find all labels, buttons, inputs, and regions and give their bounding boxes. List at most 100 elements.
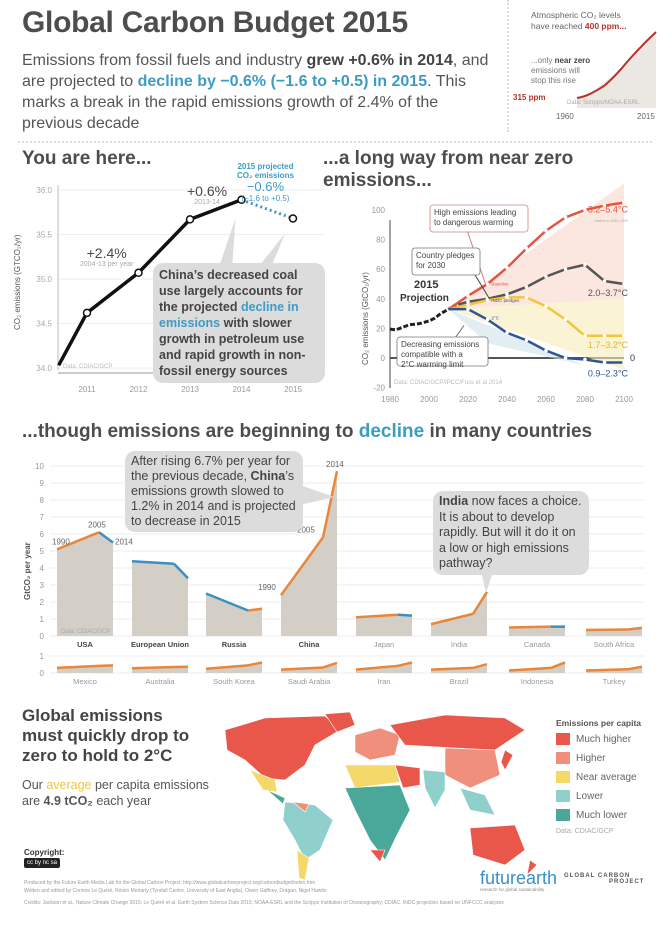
subtitle-decline: decline by −0.6% (−1.6 to +0.5) in 2015	[137, 73, 428, 90]
series-point	[544, 274, 548, 279]
legend-label: Near average	[576, 771, 637, 783]
series-line-indc-pledges	[457, 263, 625, 306]
map-region-india	[422, 769, 446, 809]
subtitle-text: , and are projected to	[22, 52, 489, 90]
scenario-label: 3.2–5.4°C	[588, 205, 629, 215]
country-label: South Korea	[213, 677, 256, 686]
co2-inset: Atmospheric CO₂ levels have reached 400 …	[507, 0, 660, 132]
footer-sources: Credits: Jackson et al., Nature Climate …	[24, 900, 504, 906]
x-tick-label: 2040	[498, 395, 516, 404]
tag-indc: INDC pledges	[491, 298, 520, 303]
zero-label: 0	[630, 353, 635, 363]
x-tick-label: 2000	[420, 395, 438, 404]
country-label: Brazil	[450, 677, 469, 686]
source: Data: CDIAC/GCP	[63, 364, 112, 370]
bubble-china: China	[250, 469, 286, 483]
legend-swatch	[556, 790, 570, 802]
inset-near-zero: near zero	[554, 56, 591, 65]
year-label: 1990	[258, 583, 276, 592]
series-point	[583, 208, 587, 212]
annotation-high-text: High emissions leading	[434, 208, 516, 217]
area-japan	[356, 614, 412, 636]
series-point	[505, 265, 509, 270]
map-region-south-africa	[369, 849, 386, 863]
country-label: European Union	[131, 640, 189, 649]
section-title-long-way: ...a long way from near zero emissions..…	[323, 148, 574, 191]
scenario-label: 0.9–2.3°C	[588, 368, 629, 378]
growth-decade-sub: 2004-13 per year	[80, 261, 134, 268]
legend-swatch	[556, 733, 570, 745]
y-axis-label: CO₂ emissions (GtCO₂/yr)	[361, 272, 370, 365]
title-decline: decline	[358, 421, 425, 442]
legend-swatch	[556, 752, 570, 764]
gcp-text: GLOBAL	[564, 873, 596, 879]
divider	[18, 141, 652, 143]
world-map	[224, 711, 538, 880]
scenario-fan-mid	[448, 298, 624, 370]
gcp-logo: GLOBAL CARBON PROJECT	[564, 873, 644, 885]
map-region-mexico	[249, 769, 278, 793]
inset-note: ...only near zero emissions will stop th…	[531, 56, 590, 86]
china-coal-bubble: China’s decreased coal use largely accou…	[153, 263, 325, 383]
trend-segment	[247, 607, 263, 612]
map-region-greenland	[324, 711, 356, 733]
x-tick-label: 2012	[130, 385, 148, 394]
trend-segment	[131, 559, 175, 565]
india-bubble: India now faces a choice. It is about to…	[433, 491, 589, 575]
map-region-africa	[344, 784, 411, 861]
inset-text: emissions will	[531, 66, 580, 75]
co2-line	[576, 31, 657, 99]
bubble-tail	[300, 485, 334, 505]
tag-2c: 2°C	[491, 316, 499, 321]
y-tick-label: 0	[381, 354, 386, 363]
footer-written: Written and edited by Corinne Le Quéré, …	[24, 888, 327, 894]
bubble-highlight: decline in emissions	[159, 300, 299, 330]
area-usa	[57, 532, 113, 636]
proj-range: (−1.6 to +0.5)	[241, 194, 290, 203]
trend-segment	[508, 625, 552, 629]
cc-license-icon[interactable]: cc by nc sa	[24, 858, 61, 868]
y-tick-label: 4	[40, 564, 45, 573]
y-tick-label: 1	[40, 615, 45, 624]
map-region-central-america	[266, 789, 286, 805]
map-region-russia	[389, 714, 526, 751]
annotation-high-text: to dangerous warming	[434, 218, 513, 227]
series-point	[466, 302, 470, 307]
co2-area	[577, 32, 656, 108]
legend-label: Higher	[576, 752, 606, 764]
trend-segment	[205, 592, 249, 612]
section-title-you-are-here: You are here...	[22, 148, 152, 169]
subtitle-text: Emissions from fossil fuels and industry	[22, 52, 307, 69]
annotation-decreasing	[396, 336, 489, 367]
futurearth-sub: research for global sustainability	[480, 887, 545, 892]
avg-text: each year	[92, 794, 152, 808]
bubble-text: ’s emissions growth slowed to 1.2% in 20…	[131, 469, 296, 528]
inset-text: have reached	[531, 21, 585, 31]
map-region-middle-east	[394, 764, 421, 789]
x-tick-label: 2080	[576, 395, 594, 404]
data-point	[134, 268, 143, 278]
trend-segment	[508, 666, 552, 672]
series-point	[563, 215, 568, 220]
trend-segment	[472, 662, 488, 670]
series-line-middle	[448, 296, 624, 338]
section-title-countries: ...though emissions are beginning to dec…	[22, 421, 592, 443]
source: Data: CDIAC/GCP/IPCC/Fuss et al 2014	[394, 380, 503, 386]
bubble-text: China’s decreased coal use largely accou…	[159, 268, 303, 314]
y-tick-label: 34.0	[36, 364, 52, 373]
y-tick-label: 8	[40, 496, 45, 505]
subtitle-text: . This marks a break in the rapid emissi…	[22, 73, 466, 132]
annotation-decreasing-text: compatible with a	[401, 350, 463, 359]
country-label: Russia	[222, 640, 247, 649]
series-point	[544, 304, 548, 308]
futurearth-logo: futurearth research for global sustainabi…	[480, 868, 557, 892]
series-point	[622, 200, 626, 205]
growth-2014: +0.6%	[187, 183, 228, 199]
data-point	[185, 215, 195, 224]
x-tick-label: 2014	[233, 385, 251, 394]
series-line-historical	[389, 303, 457, 332]
trend-segment	[280, 666, 324, 671]
map-region-north-america	[224, 715, 341, 781]
trend-segment	[98, 531, 114, 544]
trend-segment	[430, 612, 474, 626]
